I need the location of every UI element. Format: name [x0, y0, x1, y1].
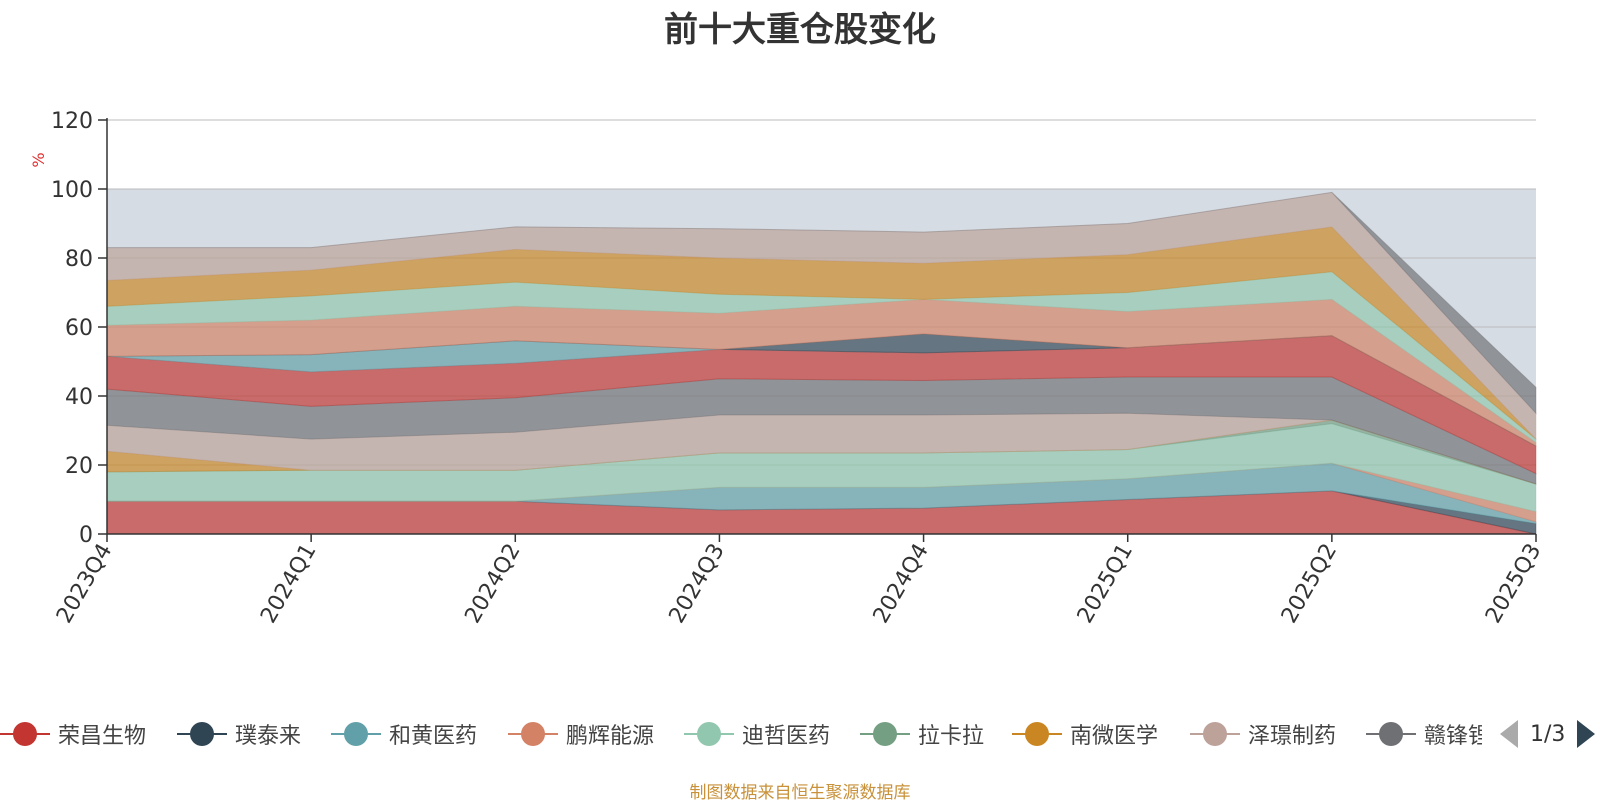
legend-marker-icon — [684, 722, 734, 746]
legend-item[interactable]: 迪哲医药 — [684, 712, 830, 756]
legend-item[interactable]: 拉卡拉 — [860, 712, 984, 756]
legend-marker-icon — [508, 722, 558, 746]
legend-label: 泽璟制药 — [1248, 724, 1337, 749]
legend-item[interactable]: 和黄医药 — [331, 712, 477, 756]
y-tick-label: 120 — [51, 109, 93, 134]
legend-label: 璞泰来 — [235, 724, 302, 749]
x-tick-label: 2024Q3 — [665, 540, 730, 628]
y-tick-label: 60 — [65, 316, 93, 341]
y-tick-label: 100 — [51, 178, 93, 203]
area-series-8[interactable] — [106, 376, 1537, 485]
legend-marker-icon — [1190, 722, 1240, 746]
legend-item[interactable]: 南微医学 — [1012, 712, 1158, 756]
y-tick-label: 20 — [65, 454, 93, 479]
x-tick-label: 2025Q3 — [1481, 540, 1546, 628]
legend-label: 拉卡拉 — [918, 724, 985, 749]
legend-marker-icon — [0, 722, 50, 746]
legend-label: 鹏辉能源 — [566, 724, 655, 749]
x-tick-label: 2023Q4 — [52, 540, 117, 628]
y-axis-label: % — [29, 152, 48, 167]
legend-marker-icon — [177, 722, 227, 746]
source-footer: 制图数据来自恒生聚源数据库 — [689, 783, 911, 803]
area-series-16[interactable] — [107, 191, 1537, 415]
x-tick-label: 2025Q1 — [1073, 540, 1138, 628]
next-page-icon[interactable] — [1577, 720, 1596, 748]
x-tick-label: 2025Q2 — [1277, 540, 1342, 628]
legend-item[interactable]: 鹏辉能源 — [508, 712, 654, 756]
legend-marker-icon — [860, 722, 910, 746]
legend-item[interactable]: 赣锋锂业 — [1366, 712, 1482, 756]
legend-pager: 1/3 — [1500, 712, 1596, 756]
x-tick-label: 2024Q2 — [460, 540, 525, 628]
legend: 荣昌生物 璞泰来 和黄医药 鹏辉能源 迪哲医药 拉卡拉 南微医学 泽璟制药 赣锋锂业 1/3 — [0, 712, 1600, 756]
prev-page-icon[interactable] — [1500, 720, 1518, 748]
x-tick-label: 2024Q1 — [256, 540, 321, 628]
y-tick-label: 80 — [65, 247, 93, 272]
legend-label: 赣锋锂业 — [1424, 724, 1482, 749]
chart-plot: 0 20 40 60 80 100 120 2023Q4 2024Q1 2024Q2 2024Q3 2… — [29, 109, 1546, 628]
x-tick-label: 2024Q4 — [869, 540, 934, 628]
y-tick-label: 0 — [79, 523, 93, 548]
legend-item[interactable]: 荣昌生物 — [0, 712, 146, 756]
area-series-15[interactable] — [106, 191, 1537, 441]
y-tick-label: 40 — [65, 385, 93, 410]
legend-marker-icon — [1012, 722, 1062, 746]
legend-item[interactable]: 泽璟制药 — [1190, 712, 1336, 756]
legend-label: 南微医学 — [1070, 724, 1159, 749]
legend-label: 和黄医药 — [389, 724, 478, 749]
legend-marker-icon — [331, 722, 381, 746]
legend-item[interactable]: 璞泰来 — [177, 712, 301, 756]
area-series-14[interactable] — [106, 226, 1537, 440]
legend-label: 荣昌生物 — [58, 724, 147, 749]
legend-page-indicator: 1/3 — [1530, 721, 1566, 747]
legend-label: 迪哲医药 — [742, 724, 831, 749]
legend-marker-icon — [1366, 722, 1416, 746]
chart-title: 前十大重仓股变化 — [664, 10, 936, 50]
